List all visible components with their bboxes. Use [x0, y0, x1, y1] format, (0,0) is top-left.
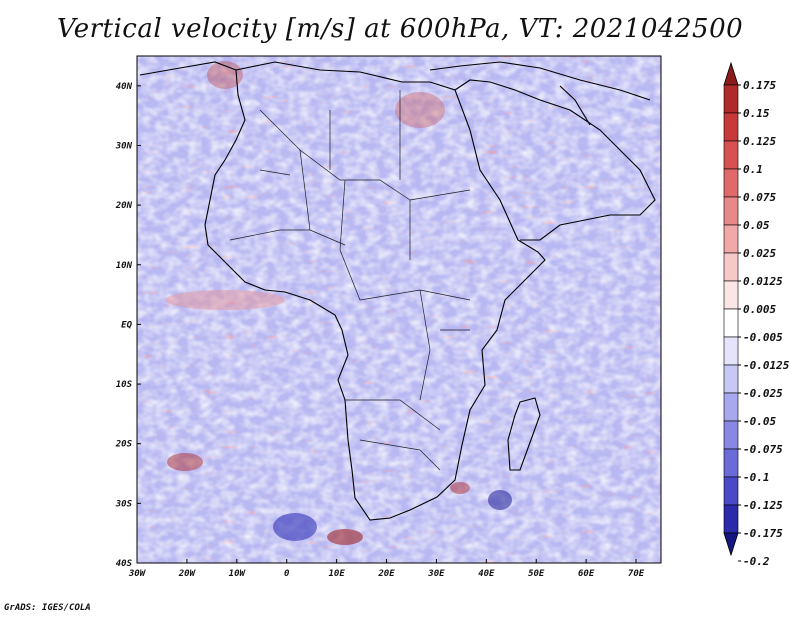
lon-tick-label: 0 — [284, 569, 290, 579]
colorbar-bottom-arrow — [723, 532, 739, 557]
colorbar-label: -0.005 — [743, 331, 783, 344]
colorbar-label: 0.15 — [743, 107, 770, 120]
colorbar-label: 0.0125 — [743, 275, 783, 288]
colorbar-swatch — [723, 168, 739, 198]
colorbar-swatch — [723, 196, 739, 226]
lat-tick-label: 30S — [115, 499, 133, 509]
colorbar-label: -0.1 — [743, 471, 770, 484]
lon-tick-label: 50E — [528, 569, 545, 579]
colorbar-swatch — [723, 140, 739, 170]
colorbar-label: 0.175 — [743, 79, 776, 92]
colorbar-swatch — [723, 308, 739, 338]
colorbar-label: -0.0125 — [743, 359, 790, 372]
colorbar-label: 0.005 — [743, 303, 776, 316]
colorbar-label: 0.125 — [743, 135, 776, 148]
lat-tick-label: 20S — [115, 440, 133, 450]
lon-tick-label: 60E — [578, 569, 595, 579]
coastlines — [139, 61, 656, 521]
lon-tick-label: 20W — [178, 569, 197, 579]
lon-tick-label: 30W — [128, 569, 147, 579]
lon-tick-label: 10E — [328, 569, 345, 579]
lat-tick-label: 10S — [116, 380, 133, 390]
lon-tick-label: 20E — [377, 569, 395, 579]
colorbar-swatch — [723, 448, 739, 478]
lon-tick-label: 10W — [229, 569, 247, 579]
lat-tick-label: 20N — [115, 201, 133, 211]
colorbar-label: -0.2 — [743, 555, 770, 568]
colorbar-label: 0.1 — [743, 163, 763, 176]
lat-tick-label: 10N — [116, 261, 133, 271]
country-borders — [229, 90, 471, 471]
colorbar-swatch — [723, 84, 739, 114]
colorbar-swatch — [723, 476, 739, 506]
colorbar-swatch — [723, 112, 739, 142]
colorbar-swatch — [723, 504, 739, 534]
colorbar-label: -0.125 — [743, 499, 783, 512]
lon-tick-label: 30E — [427, 569, 445, 579]
plot-frame — [136, 55, 662, 564]
colorbar-swatch — [723, 420, 739, 450]
colorbar-label: -0.075 — [743, 443, 783, 456]
colorbar-swatch — [723, 224, 739, 254]
velocity-field — [137, 56, 661, 563]
lat-tick-label: 30N — [115, 141, 133, 151]
grads-credit: GrADS: IGES/COLA — [4, 603, 91, 613]
colorbar-label: -0.025 — [743, 387, 783, 400]
colorbar-swatch — [723, 280, 739, 310]
colorbar-label: 0.025 — [743, 247, 776, 260]
colorbar-label: 0.05 — [743, 219, 770, 232]
lon-tick-label: 40E — [478, 569, 495, 579]
lat-tick-label: 40S — [116, 559, 133, 569]
lat-tick-label: EQ — [121, 320, 132, 330]
colorbar-label: -0.05 — [743, 415, 776, 428]
colorbar-swatch — [723, 336, 739, 366]
colorbar-top-arrow — [723, 61, 739, 86]
lat-tick-label: 40N — [116, 82, 133, 92]
colorbar-label: 0.075 — [743, 191, 776, 204]
map-title: Vertical velocity [m/s] at 600hPa, VT: 2… — [56, 14, 744, 44]
colorbar-swatch — [723, 252, 739, 282]
colorbar-label: -0.175 — [743, 527, 783, 540]
colorbar-swatch — [723, 392, 739, 422]
colorbar-swatch — [723, 364, 739, 394]
lon-tick-label: 70E — [628, 569, 645, 579]
